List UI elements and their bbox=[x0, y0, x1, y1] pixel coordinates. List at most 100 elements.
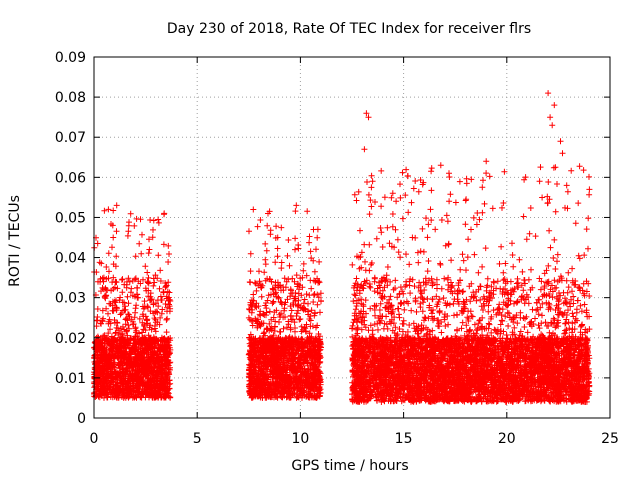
data-point bbox=[524, 329, 531, 336]
data-point bbox=[292, 235, 299, 242]
data-point bbox=[125, 300, 132, 307]
data-point bbox=[155, 216, 162, 223]
data-point bbox=[502, 260, 509, 267]
data-point bbox=[164, 315, 171, 322]
data-point bbox=[119, 289, 126, 296]
data-point bbox=[316, 258, 323, 265]
data-point bbox=[165, 259, 172, 265]
points-layer bbox=[91, 90, 593, 405]
data-point bbox=[527, 205, 534, 211]
data-point bbox=[152, 328, 159, 335]
data-point bbox=[125, 228, 132, 235]
data-point bbox=[420, 248, 427, 255]
data-point bbox=[105, 250, 112, 257]
data-point bbox=[457, 266, 464, 273]
data-point bbox=[246, 279, 253, 285]
data-point bbox=[262, 256, 269, 263]
data-point bbox=[297, 316, 304, 322]
data-point bbox=[144, 279, 151, 286]
data-point bbox=[261, 269, 268, 276]
data-point bbox=[284, 252, 291, 259]
data-point bbox=[280, 325, 287, 332]
data-point bbox=[314, 234, 321, 241]
data-point bbox=[306, 292, 313, 299]
data-point bbox=[520, 287, 527, 294]
data-point bbox=[464, 254, 471, 261]
data-point bbox=[569, 265, 576, 272]
data-point bbox=[384, 224, 391, 231]
data-point bbox=[158, 297, 165, 303]
data-point bbox=[273, 223, 280, 230]
data-point bbox=[107, 326, 113, 333]
data-point bbox=[266, 308, 273, 315]
data-point bbox=[254, 223, 261, 230]
data-point bbox=[165, 242, 172, 249]
data-point bbox=[133, 215, 140, 222]
data-point bbox=[142, 263, 149, 270]
data-point bbox=[442, 323, 449, 329]
data-point bbox=[486, 173, 493, 180]
data-point bbox=[368, 184, 375, 191]
data-point bbox=[139, 231, 145, 238]
data-point bbox=[166, 251, 172, 257]
data-point bbox=[267, 227, 274, 234]
data-point bbox=[263, 247, 270, 254]
data-point bbox=[141, 298, 148, 305]
data-point bbox=[256, 268, 262, 275]
data-point bbox=[128, 285, 135, 292]
data-point bbox=[397, 181, 403, 188]
data-point bbox=[147, 217, 154, 223]
data-point bbox=[146, 246, 153, 253]
data-point bbox=[443, 212, 450, 219]
data-point bbox=[278, 224, 285, 231]
data-point bbox=[310, 226, 317, 233]
data-point bbox=[127, 210, 134, 217]
data-point bbox=[311, 291, 318, 297]
data-point bbox=[278, 265, 285, 272]
data-point bbox=[134, 285, 141, 291]
data-point bbox=[129, 292, 136, 299]
data-point bbox=[163, 329, 170, 336]
data-point bbox=[300, 260, 307, 267]
data-point bbox=[131, 276, 138, 283]
data-point bbox=[132, 253, 139, 260]
data-point bbox=[125, 222, 132, 229]
data-point bbox=[155, 252, 162, 259]
data-point bbox=[258, 293, 265, 300]
data-point bbox=[313, 246, 319, 253]
data-point bbox=[274, 245, 281, 252]
data-point bbox=[101, 207, 108, 214]
data-point bbox=[428, 187, 435, 194]
data-point bbox=[542, 319, 549, 326]
data-point bbox=[150, 226, 156, 233]
data-point bbox=[462, 221, 469, 228]
data-point bbox=[250, 291, 257, 298]
data-point bbox=[133, 302, 140, 309]
data-point bbox=[308, 285, 315, 292]
data-point bbox=[294, 310, 300, 317]
data-point bbox=[288, 307, 295, 314]
data-point bbox=[110, 207, 117, 214]
data-point bbox=[387, 278, 394, 285]
data-point bbox=[306, 239, 313, 246]
data-point bbox=[378, 203, 385, 210]
data-point bbox=[163, 316, 170, 323]
data-point bbox=[311, 268, 318, 275]
data-point bbox=[551, 236, 558, 243]
data-point bbox=[310, 299, 317, 305]
data-point bbox=[353, 275, 360, 282]
data-point bbox=[274, 253, 281, 260]
data-point bbox=[303, 291, 310, 298]
data-point bbox=[110, 234, 117, 241]
data-point bbox=[277, 328, 284, 335]
data-point bbox=[300, 300, 307, 307]
data-point bbox=[300, 267, 307, 274]
data-point bbox=[136, 330, 143, 337]
data-point bbox=[160, 241, 167, 248]
data-point bbox=[286, 262, 293, 269]
data-point bbox=[405, 209, 412, 216]
data-point bbox=[253, 287, 260, 294]
data-point bbox=[113, 253, 120, 260]
